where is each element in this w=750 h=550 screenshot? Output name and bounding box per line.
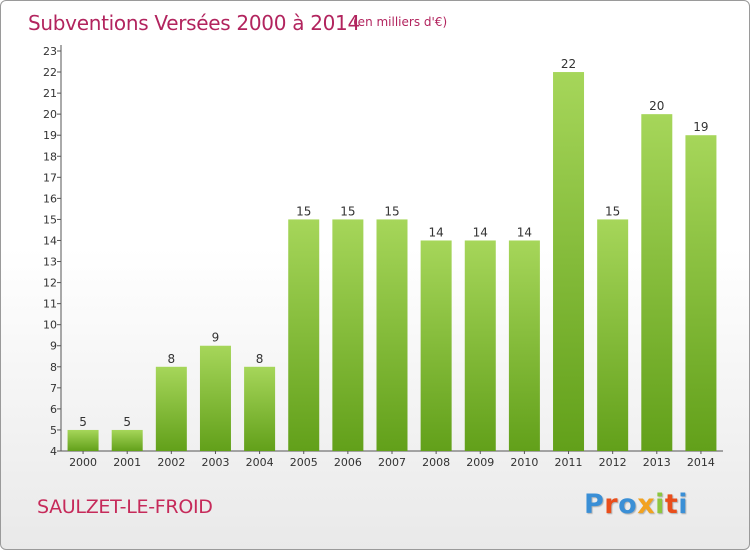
commune-name: SAULZET-LE-FROID — [37, 496, 213, 518]
x-tick-label: 2007 — [378, 456, 406, 469]
bar — [376, 219, 408, 451]
bar — [332, 219, 364, 451]
chart-title: Subventions Versées 2000 à 2014 — [28, 11, 360, 35]
x-tick-label: 2009 — [466, 456, 494, 469]
logo-letter: t — [664, 489, 679, 520]
x-tick-label: 2004 — [246, 456, 274, 469]
y-tick-label: 12 — [43, 277, 57, 290]
bar-value-label: 5 — [123, 415, 131, 429]
x-tick-label: 2013 — [643, 456, 671, 469]
y-tick-label: 7 — [50, 382, 57, 395]
bar-value-label: 15 — [340, 204, 355, 218]
bar — [199, 345, 231, 451]
x-tick-label: 2000 — [69, 456, 97, 469]
x-tick-label: 2001 — [113, 456, 141, 469]
y-tick-label: 15 — [43, 213, 57, 226]
bar-value-label: 14 — [473, 225, 488, 239]
x-tick-label: 2012 — [599, 456, 627, 469]
chart-unit-note: (en milliers d'€) — [353, 15, 448, 29]
y-tick-label: 21 — [43, 87, 57, 100]
x-tick-label: 2003 — [201, 456, 229, 469]
bar — [67, 429, 99, 451]
logo-letter: x — [637, 489, 656, 520]
bar — [288, 219, 320, 451]
y-tick-label: 14 — [43, 234, 57, 247]
bar-value-label: 5 — [79, 415, 87, 429]
y-tick-label: 17 — [43, 171, 57, 184]
logo-letter: i — [678, 489, 689, 520]
x-tick-label: 2010 — [510, 456, 538, 469]
bar-value-label: 15 — [384, 204, 399, 218]
bar — [597, 219, 629, 451]
logo-letter: P — [584, 489, 605, 520]
x-tick-label: 2008 — [422, 456, 450, 469]
y-tick-label: 20 — [43, 108, 57, 121]
x-tick-label: 2014 — [687, 456, 715, 469]
y-tick-label: 9 — [50, 340, 57, 353]
bar-value-label: 19 — [693, 120, 708, 134]
x-tick-label: 2011 — [555, 456, 583, 469]
bar-value-label: 9 — [212, 331, 220, 345]
bar-value-label: 15 — [605, 204, 620, 218]
bar-value-label: 15 — [296, 204, 311, 218]
y-tick-label: 22 — [43, 66, 57, 79]
y-tick-label: 5 — [50, 424, 57, 437]
proxiti-logo: Proxiti — [584, 489, 688, 520]
bar-value-label: 20 — [649, 99, 664, 113]
y-tick-label: 23 — [43, 45, 57, 58]
x-tick-label: 2005 — [290, 456, 318, 469]
x-tick-label: 2006 — [334, 456, 362, 469]
bars-group — [67, 72, 717, 452]
bar — [508, 240, 540, 451]
y-tick-label: 16 — [43, 192, 57, 205]
y-tick-label: 8 — [50, 361, 57, 374]
bar-value-label: 14 — [428, 225, 443, 239]
bar — [641, 114, 673, 451]
bar — [553, 72, 585, 451]
bar-value-label: 8 — [168, 352, 176, 366]
bar-value-label: 22 — [561, 57, 576, 71]
labels-group: 5 2000 5 2001 8 2002 9 2003 8 2004 15 2005 15 2006 15 2… — [69, 57, 715, 469]
bar — [685, 135, 717, 452]
bar — [464, 240, 496, 451]
bar-value-label: 14 — [517, 225, 532, 239]
bar-value-label: 8 — [256, 352, 264, 366]
x-tick-label: 2002 — [157, 456, 185, 469]
logo-letter: i — [655, 489, 665, 520]
bar — [111, 429, 143, 451]
bar — [420, 240, 452, 451]
y-tick-label: 19 — [43, 129, 57, 142]
y-tick-label: 6 — [50, 403, 57, 416]
y-tick-label: 13 — [43, 256, 57, 269]
bar — [155, 366, 187, 451]
y-tick-label: 11 — [43, 298, 57, 311]
y-tick-label: 18 — [43, 150, 57, 163]
y-tick-label: 4 — [50, 445, 57, 458]
logo-letter: r — [604, 489, 619, 520]
bar — [244, 366, 276, 451]
y-tick-label: 10 — [43, 319, 57, 332]
logo-letter: o — [618, 489, 638, 520]
